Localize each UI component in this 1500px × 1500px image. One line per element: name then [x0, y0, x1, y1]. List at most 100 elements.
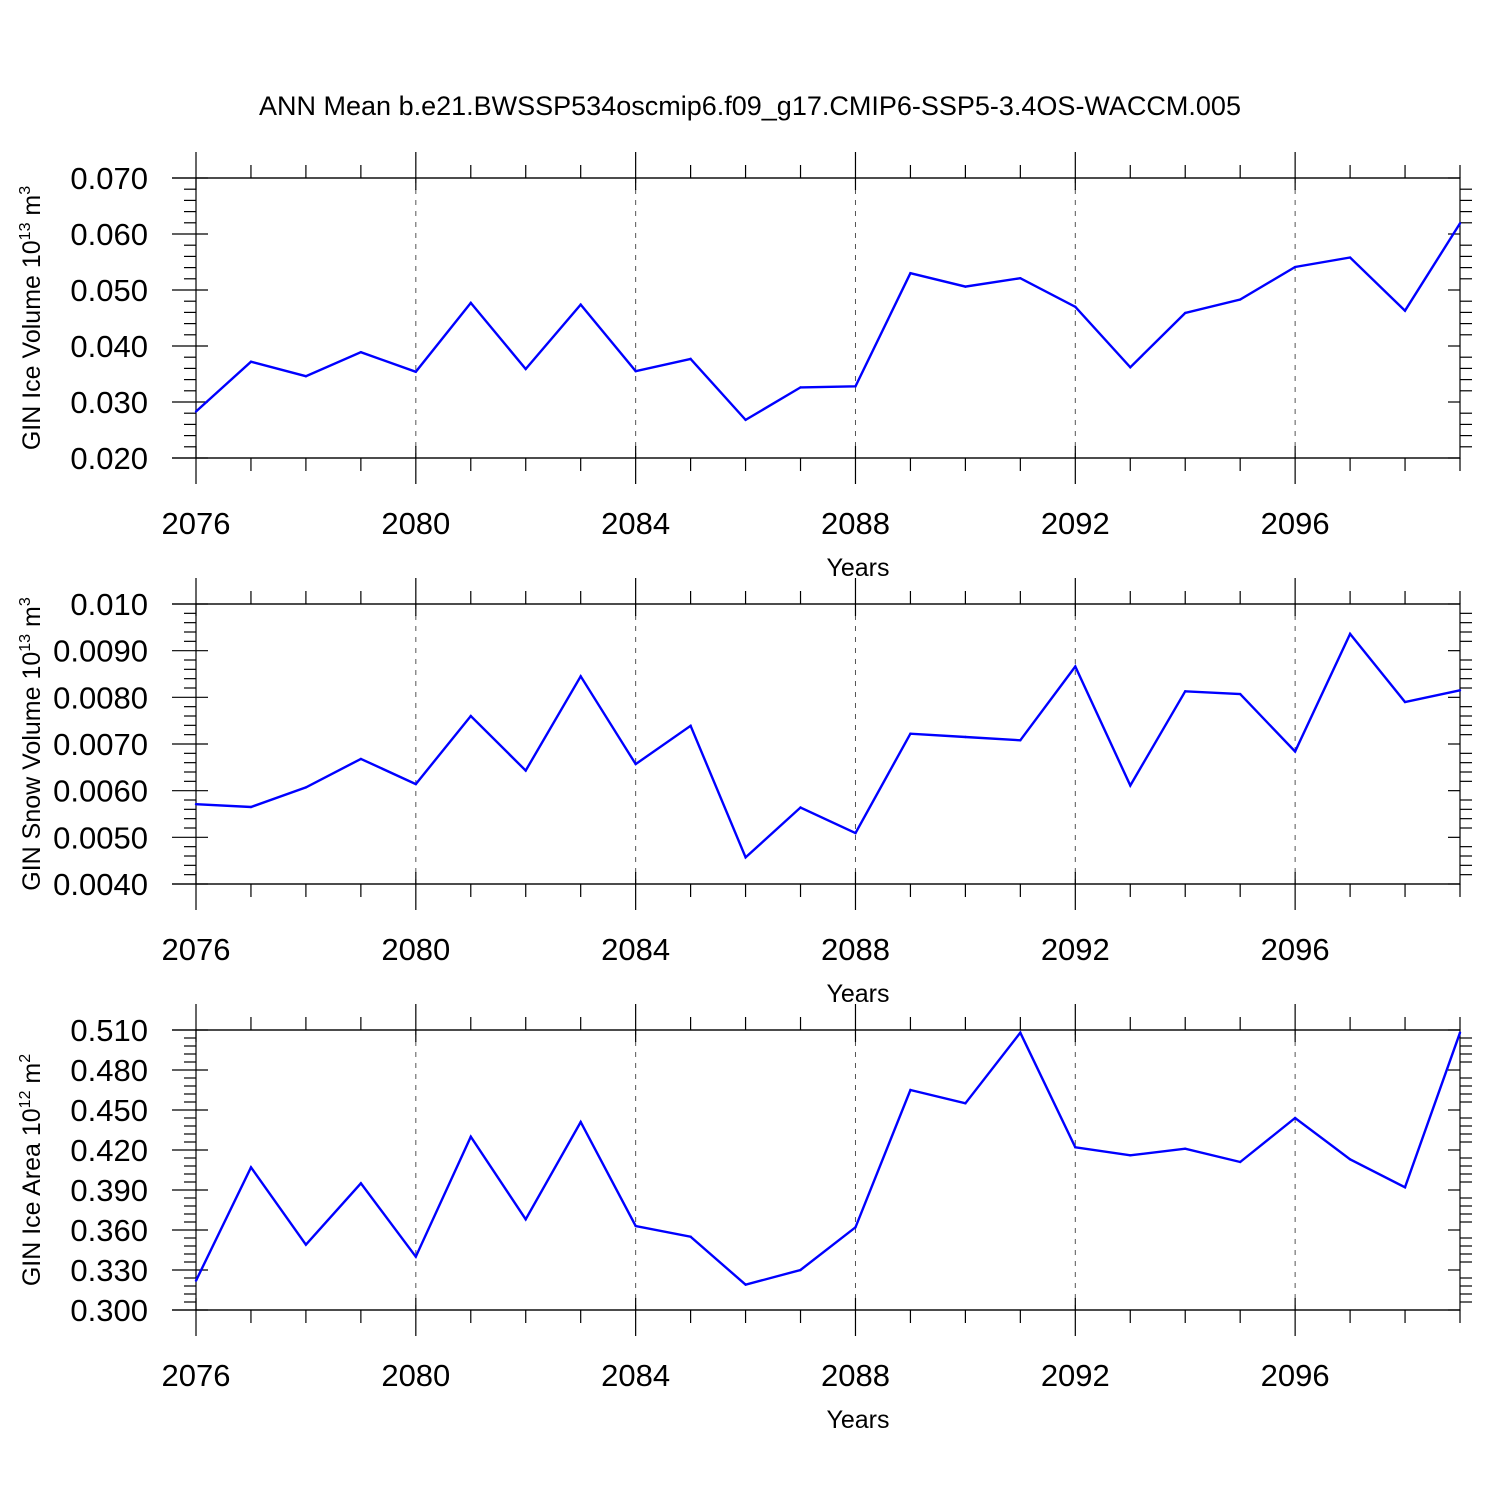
ice-volume-y-axis-title: GIN Ice Volume 1013 m3 — [17, 186, 46, 450]
ice-volume-data-point — [1348, 256, 1352, 259]
ice-area-data-point — [854, 1226, 857, 1229]
snow-volume-data-point — [194, 803, 198, 806]
ice-volume-data-point — [964, 285, 967, 288]
snow-volume-data-point — [469, 714, 472, 718]
ice-volume-y-tick-label: 0.030 — [70, 385, 148, 420]
ice-volume-x-tick-label: 2076 — [162, 506, 231, 541]
snow-volume-y-axis-title: GIN Snow Volume 1013 m3 — [17, 597, 46, 891]
ice-area-data-point — [1129, 1154, 1132, 1157]
ice-volume-data-point — [634, 370, 637, 373]
ice-volume-y-axis-title-unit-exponent: 3 — [17, 186, 34, 195]
ice-volume-frame — [195, 177, 1461, 459]
ice-volume-y-axis-title-exponent: 13 — [17, 222, 34, 240]
ice-volume-data-point — [249, 360, 253, 363]
ice-area-y-tick-label: 0.480 — [70, 1053, 148, 1088]
panel-snow-volume: 2076 2080 2084 2088 2092 2096 0.0040 0.0050 0.00… — [17, 578, 1472, 1008]
snow-volume-y-axis-title-unit-exponent: 3 — [17, 597, 34, 606]
ice-volume-data-point — [524, 367, 527, 371]
ice-area-y-tick-label: 0.450 — [70, 1093, 148, 1128]
snow-volume-y-tick-label: 0.0080 — [53, 680, 148, 715]
ice-area-y-axis-title-text: GIN Ice Area 10 — [18, 1108, 46, 1286]
ice-volume-data-point — [689, 357, 692, 361]
snow-volume-y-tick-label: 0.0050 — [53, 820, 148, 855]
snow-volume-data-point — [1348, 632, 1352, 636]
ice-area-data-point — [469, 1135, 472, 1138]
snow-volume-y-tick-label: 0.0090 — [53, 634, 148, 669]
panel-ice-volume: 2076 2080 2084 2088 2092 2096 0.020 0.030 0.040 0… — [17, 152, 1472, 582]
ice-volume-data-point — [744, 418, 747, 422]
ice-area-y-axis-title-exponent: 12 — [17, 1090, 34, 1108]
ice-volume-x-tick-label: 2084 — [601, 506, 670, 541]
ice-area-data-point — [964, 1102, 967, 1105]
snow-volume-data-point — [304, 786, 308, 789]
snow-volume-y-tick-label: 0.0060 — [53, 774, 148, 809]
ice-area-data-point — [634, 1224, 637, 1228]
snow-volume-data-point — [854, 831, 857, 835]
ice-area-y-tick-label: 0.510 — [70, 1013, 148, 1048]
ice-area-data-point — [1019, 1031, 1022, 1034]
ice-area-data-point — [1238, 1160, 1242, 1164]
ice-volume-data-point — [1074, 305, 1077, 308]
ice-volume-data-point — [359, 350, 363, 354]
ice-area-data-point — [304, 1243, 308, 1246]
ice-volume-data-point — [1403, 309, 1407, 312]
ice-volume-y-tick-label: 0.070 — [70, 161, 148, 196]
ice-volume-data-point — [1019, 277, 1022, 280]
ice-area-series-line — [194, 1030, 1462, 1287]
ice-area-y-axis-title-unit: m — [18, 1063, 46, 1091]
ice-volume-series-line — [195, 222, 1462, 422]
ice-area-y-axis-title-unit-exponent: 2 — [17, 1054, 34, 1063]
ice-area-data-point — [689, 1235, 692, 1238]
snow-volume-data-point — [689, 724, 692, 727]
ice-volume-y-tick-label: 0.020 — [70, 441, 148, 476]
snow-volume-data-point — [1293, 750, 1297, 753]
snow-volume-data-point — [524, 769, 527, 772]
ice-area-data-point — [414, 1255, 418, 1258]
ice-volume-y-axis-title-unit: m — [18, 195, 46, 223]
ice-area-y-tick-label: 0.390 — [70, 1173, 148, 1208]
ice-volume-y-tick-label: 0.060 — [70, 217, 148, 252]
ice-area-x-tick-label: 2076 — [162, 1358, 231, 1393]
ice-area-data-point — [1293, 1116, 1297, 1120]
ice-area-y-axis-title: GIN Ice Area 1012 m2 — [17, 1054, 46, 1286]
snow-volume-data-point — [249, 805, 253, 809]
ice-volume-data-point — [1238, 298, 1242, 301]
snow-volume-x-tick-label: 2084 — [601, 932, 670, 967]
ice-area-x-tick-label: 2092 — [1041, 1358, 1110, 1393]
snow-volume-y-tick-label: 0.010 — [70, 587, 148, 622]
snow-volume-data-point — [744, 856, 747, 859]
snow-volume-data-point — [1403, 700, 1407, 704]
snow-volume-y-axis-title-text: GIN Snow Volume 10 — [18, 652, 46, 891]
ice-area-data-point — [359, 1182, 363, 1185]
snow-volume-y-axis-title-exponent: 13 — [17, 634, 34, 652]
snow-volume-data-point — [799, 806, 802, 809]
snow-volume-x-axis-title: Years — [826, 980, 889, 1008]
ice-volume-data-point — [194, 410, 198, 413]
ice-volume-data-point — [1129, 366, 1132, 369]
snow-volume-data-point — [359, 757, 363, 761]
snow-volume-data-point — [964, 735, 967, 739]
ice-volume-data-point — [1458, 222, 1462, 225]
snow-volume-data-point — [1458, 689, 1462, 692]
ice-area-x-tick-label: 2084 — [601, 1358, 670, 1393]
snow-volume-y-axis-title-unit: m — [18, 606, 46, 634]
ice-volume-data-point — [414, 370, 418, 373]
ice-volume-y-tick-label: 0.050 — [70, 273, 148, 308]
ice-area-data-point — [579, 1120, 582, 1124]
ice-area-data-point — [909, 1088, 912, 1092]
ice-area-frame — [195, 1029, 1461, 1311]
ice-volume-data-point — [579, 303, 582, 306]
ice-area-data-point — [1184, 1147, 1187, 1150]
snow-volume-data-point — [1238, 692, 1242, 696]
chart-title: ANN Mean b.e21.BWSSP534oscmip6.f09_g17.C… — [259, 91, 1241, 121]
ice-area-data-point — [1348, 1158, 1352, 1161]
snow-volume-x-tick-label: 2080 — [381, 932, 450, 967]
ice-area-y-tick-label: 0.300 — [70, 1293, 148, 1328]
ice-volume-data-point — [854, 385, 857, 388]
ice-area-data-point — [524, 1218, 527, 1221]
snow-volume-y-tick-label: 0.0040 — [53, 867, 148, 902]
snow-volume-x-tick-label: 2092 — [1041, 932, 1110, 967]
ice-area-y-tick-label: 0.420 — [70, 1133, 148, 1168]
ice-volume-data-point — [304, 375, 308, 378]
